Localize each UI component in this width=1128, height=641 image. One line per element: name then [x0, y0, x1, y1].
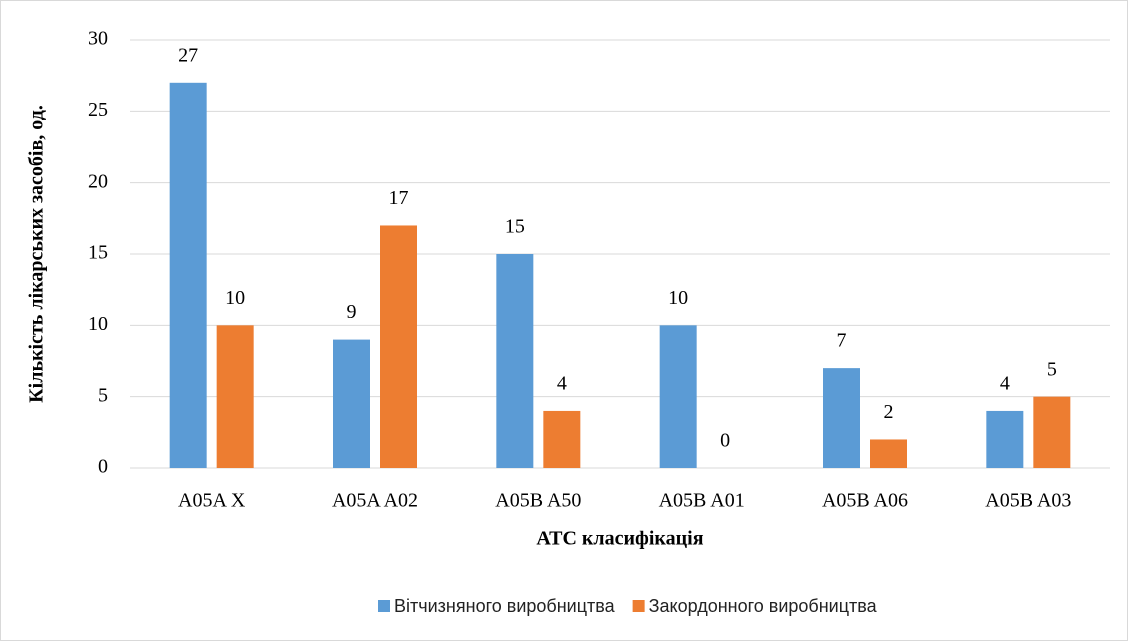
x-tick-label: A05A A02 [332, 490, 418, 512]
data-label: 5 [1047, 358, 1057, 380]
data-label: 2 [884, 401, 894, 423]
data-label: 17 [389, 187, 409, 209]
x-tick-label: A05B A06 [822, 490, 908, 512]
bar [986, 410, 1024, 468]
bar [380, 225, 417, 468]
y-tick-label: 20 [88, 170, 108, 192]
bar [870, 439, 907, 468]
data-label: 7 [837, 330, 847, 352]
data-label: 4 [557, 373, 567, 395]
legend-swatch [378, 600, 390, 612]
y-tick-label: 0 [98, 456, 108, 478]
data-label: 9 [347, 301, 357, 323]
bar [543, 410, 581, 468]
data-label: 10 [225, 287, 245, 309]
bar [333, 339, 370, 468]
y-tick-label: 5 [98, 384, 108, 406]
data-label: 10 [668, 287, 688, 309]
x-tick-label: A05B A01 [659, 490, 745, 512]
data-label: 4 [1000, 373, 1010, 395]
y-tick-label: 25 [88, 99, 108, 121]
y-axis-label: Кількість лікарських засобів, од. [26, 105, 48, 403]
bar [823, 368, 860, 468]
x-tick-label: A05A X [178, 490, 246, 512]
data-label: 27 [178, 44, 198, 66]
legend-swatch [632, 600, 645, 612]
bar [1033, 396, 1071, 468]
bar [216, 325, 254, 468]
legend-label: Закордонного виробництва [649, 596, 878, 616]
bar [659, 325, 697, 468]
x-tick-label: A05B A03 [985, 490, 1071, 512]
x-axis-label: АТС класифікація [536, 528, 703, 550]
data-label: 0 [720, 430, 730, 452]
data-label: 15 [505, 216, 525, 238]
y-tick-label: 30 [88, 28, 108, 50]
y-tick-label: 10 [88, 313, 108, 335]
y-tick-label: 15 [88, 242, 108, 264]
legend-label: Вітчизняного виробництва [394, 596, 616, 616]
bar [169, 82, 207, 469]
bar [496, 254, 534, 468]
x-tick-label: A05B A50 [495, 490, 581, 512]
